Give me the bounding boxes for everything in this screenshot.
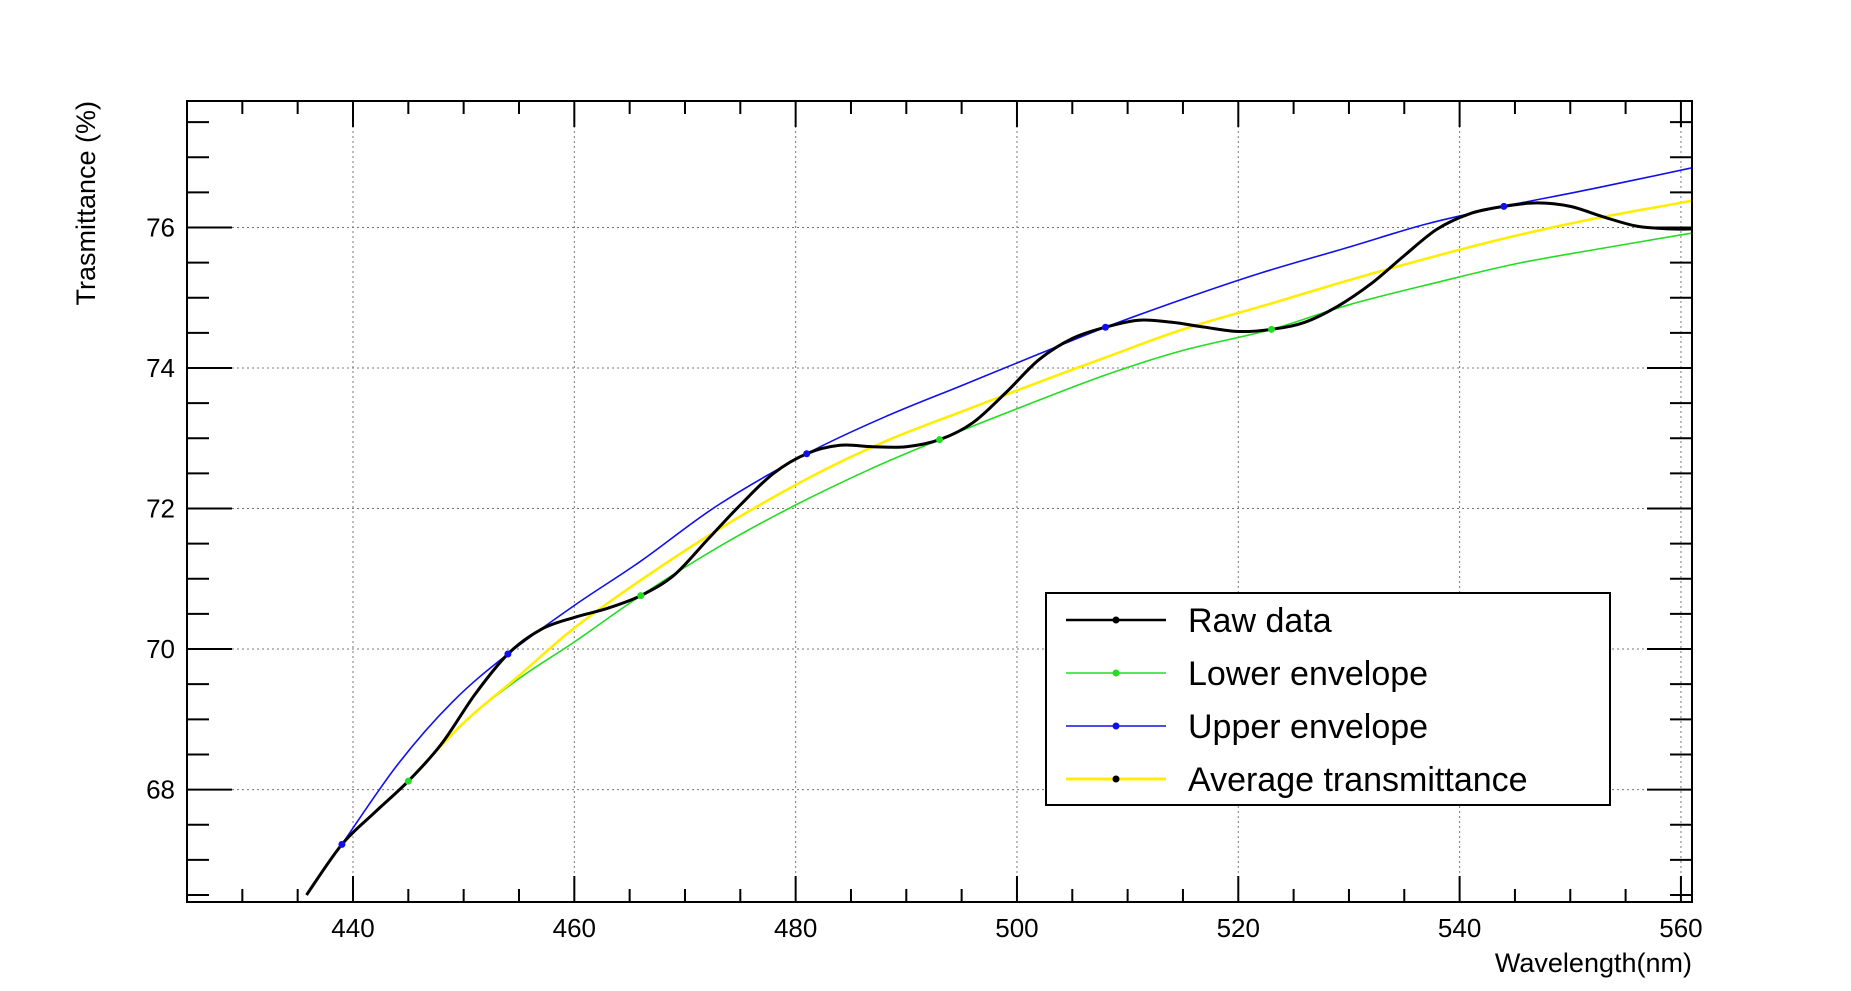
legend-entry-label: Raw data <box>1188 602 1332 640</box>
axis-ticks <box>187 101 1692 902</box>
series-line-lower-envelope <box>407 232 1692 782</box>
y-tick-label: 74 <box>146 353 175 383</box>
x-tick-label: 520 <box>1217 913 1260 943</box>
data-point-lower-envelope <box>637 592 645 600</box>
marker-layer <box>338 202 1508 848</box>
legend-entry-label: Upper envelope <box>1188 708 1428 746</box>
data-point-lower-envelope <box>936 436 943 444</box>
x-tick-label: 480 <box>774 913 817 943</box>
legend-box <box>1045 592 1611 806</box>
data-point-lower-envelope <box>404 777 412 785</box>
x-axis-title: Wavelength(nm) <box>1495 948 1692 978</box>
data-point-upper-envelope <box>504 650 512 658</box>
y-tick-label: 76 <box>146 212 175 242</box>
series-line-raw-data <box>305 201 1692 896</box>
legend-swatch-marker <box>1112 722 1120 730</box>
data-point-upper-envelope <box>338 840 346 848</box>
series-line-average-transmittance <box>407 199 1692 782</box>
legend: Raw data Lower envelope Upper envelope Aver… <box>1045 592 1611 806</box>
legend-swatch-marker <box>1112 616 1120 624</box>
x-tick-label: 440 <box>331 913 374 943</box>
x-tick-label: 460 <box>553 913 596 943</box>
data-point-upper-envelope <box>803 450 811 458</box>
tick-labels: 440 460 480 500 520 540 560 68 70 72 74 76 <box>146 212 1703 943</box>
x-tick-label: 540 <box>1438 913 1481 943</box>
plot-frame <box>186 100 1693 903</box>
grid-lines <box>187 101 1692 902</box>
y-axis-title: Trasmittance (%) <box>71 101 101 306</box>
legend-entry-label: Average transmittance <box>1188 761 1528 799</box>
x-tick-label: 500 <box>995 913 1038 943</box>
x-tick-label: 560 <box>1659 913 1702 943</box>
y-tick-label: 72 <box>146 494 175 524</box>
y-tick-label: 70 <box>146 634 175 664</box>
y-tick-label: 68 <box>146 775 175 805</box>
data-point-lower-envelope <box>1267 325 1275 333</box>
data-point-upper-envelope <box>1500 202 1508 210</box>
legend-entry-label: Lower envelope <box>1188 655 1428 693</box>
data-point-upper-envelope <box>1101 323 1109 331</box>
legend-swatch-marker <box>1112 669 1120 677</box>
legend-swatch-marker <box>1112 775 1120 783</box>
